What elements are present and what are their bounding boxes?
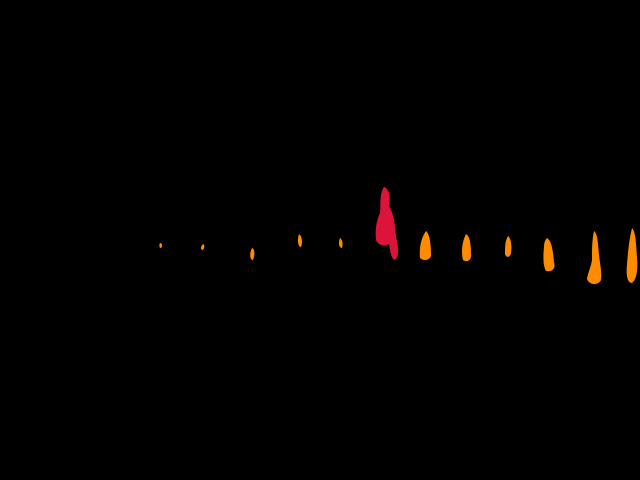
segment-4 — [297, 234, 303, 247]
highlighted-segment-6 — [375, 187, 399, 260]
segment-marks — [159, 187, 638, 285]
segment-2 — [200, 244, 205, 250]
segment-10 — [543, 238, 555, 272]
segment-1 — [159, 243, 163, 248]
segment-7 — [419, 231, 431, 261]
segment-11 — [587, 231, 602, 285]
segment-5 — [338, 238, 343, 248]
segment-9 — [505, 236, 512, 257]
segment-3 — [250, 248, 255, 260]
segment-12 — [626, 228, 638, 283]
segment-8 — [462, 234, 472, 262]
